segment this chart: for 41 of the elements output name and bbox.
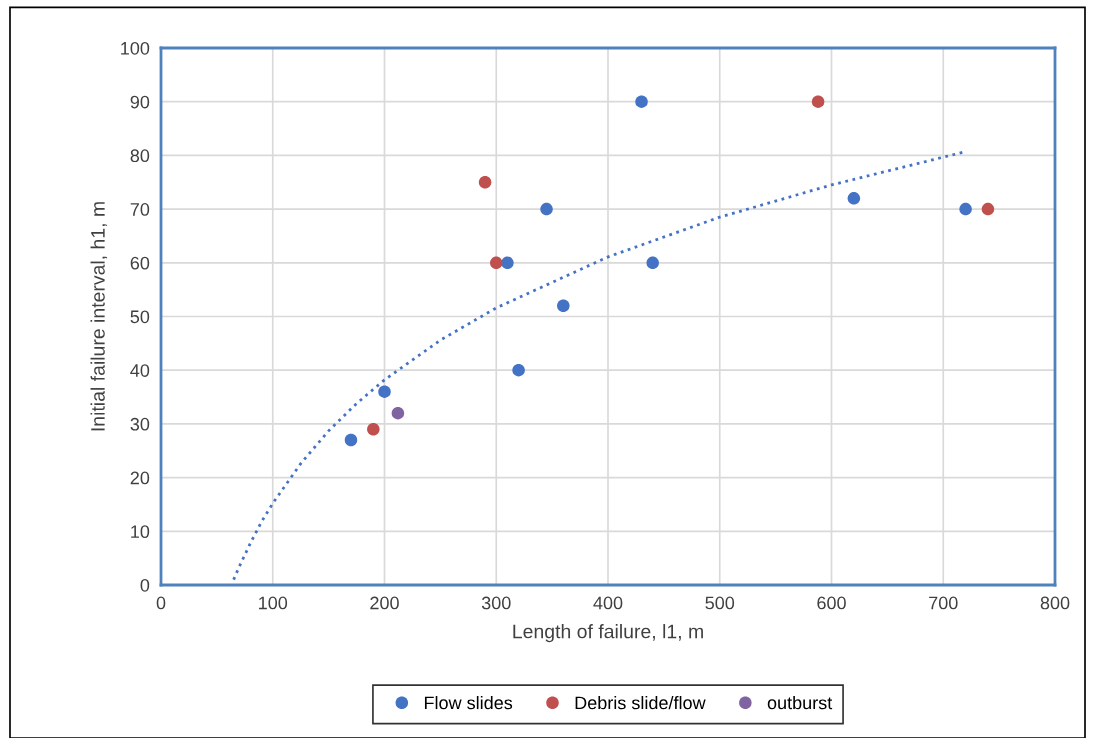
point <box>378 385 391 398</box>
point <box>367 423 380 436</box>
x-tick-label: 700 <box>929 596 958 610</box>
point <box>646 256 659 270</box>
x-tick-label: 200 <box>370 596 399 610</box>
x-tick-label: 800 <box>1040 596 1070 610</box>
x-tick-label: 400 <box>593 596 623 610</box>
y-tick-label: 80 <box>130 149 150 163</box>
y-tick-label: 10 <box>131 525 150 539</box>
x-tick-label: 0 <box>156 596 166 610</box>
y-axis-title: Initial failure interval, h1, m <box>90 202 108 431</box>
point <box>635 95 648 108</box>
y-tick-label: 20 <box>130 471 150 485</box>
point <box>540 202 553 216</box>
y-tick-label: 100 <box>121 41 150 55</box>
y-tick-label: 60 <box>130 256 150 270</box>
x-tick-label: 300 <box>481 596 511 610</box>
point <box>490 256 503 270</box>
point <box>811 95 825 108</box>
x-tick-label: 600 <box>817 596 846 610</box>
legend-label: Flow slides <box>424 695 513 710</box>
y-tick-label: 50 <box>130 310 150 324</box>
x-axis-title: Length of failure, l1, m <box>513 624 703 643</box>
y-tick-label: 70 <box>130 203 150 216</box>
point <box>512 363 525 377</box>
point <box>478 176 492 189</box>
point <box>557 299 570 313</box>
point <box>959 202 972 216</box>
y-tick-label: 30 <box>130 417 150 431</box>
point <box>501 256 514 270</box>
point <box>391 406 405 420</box>
legend-label: Debris slide/flow <box>575 695 706 710</box>
point <box>847 192 861 205</box>
point <box>344 433 358 447</box>
legend-label: outburst <box>767 695 833 710</box>
y-tick-label: 40 <box>130 364 150 377</box>
point <box>981 202 995 216</box>
x-tick-label: 500 <box>705 596 735 610</box>
x-tick-label: 100 <box>259 596 288 610</box>
y-tick-label: 90 <box>130 95 150 109</box>
y-tick-label: 0 <box>140 578 150 592</box>
